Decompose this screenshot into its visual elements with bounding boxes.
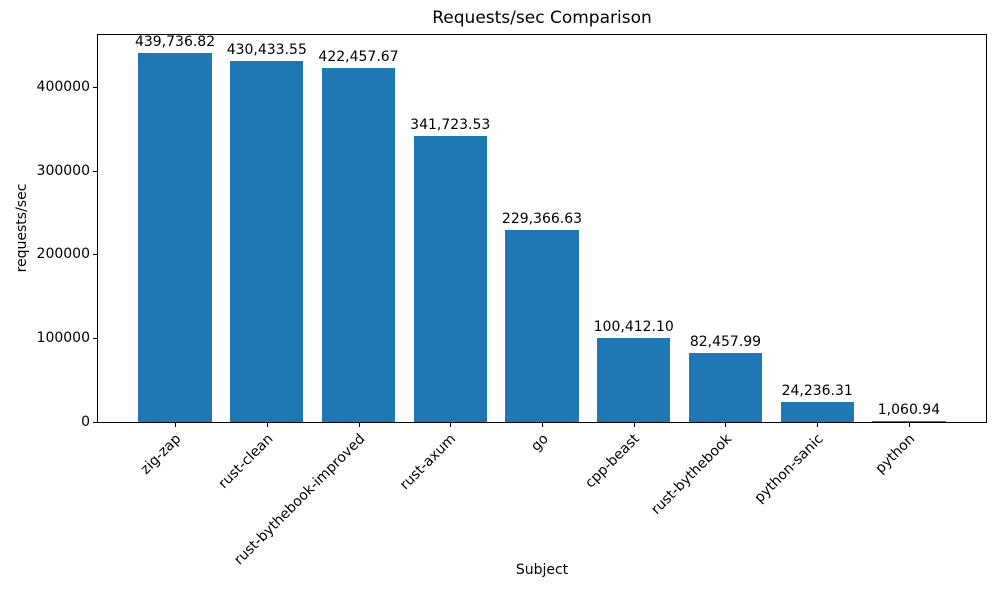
bar-python (872, 421, 946, 422)
bar-value-label: 24,236.31 (781, 382, 853, 399)
x-tick-mark (817, 423, 819, 427)
bar-value-label: 422,457.67 (318, 48, 399, 65)
bar-value-label: 229,366.63 (501, 210, 583, 227)
bar-python-sanic (780, 401, 854, 422)
x-tick-label: rust-axum (397, 431, 460, 494)
bar-go (505, 229, 579, 422)
x-tick-mark (725, 423, 727, 427)
x-tick-label: python-sanic (751, 431, 827, 507)
bar-value-label: 430,433.55 (226, 42, 307, 59)
y-tick-mark (93, 170, 97, 172)
bar-value-label: 100,412.10 (593, 318, 674, 335)
x-tick-label: rust-bythebook (648, 431, 735, 518)
y-tick-label: 200000 (36, 246, 90, 263)
x-tick-label: rust-clean (215, 431, 277, 492)
bar-rust-axum (413, 135, 487, 422)
y-tick-label: 0 (81, 414, 90, 430)
x-tick-mark (633, 423, 635, 427)
x-tick-label: python (872, 431, 919, 477)
plot-area: 439,736.82 430,433.55 422,457.67 341,723.53… (97, 34, 987, 423)
x-tick-label: cpp-beast (582, 431, 644, 492)
x-tick-mark (542, 423, 543, 427)
bar-cpp-beast (597, 337, 671, 422)
y-tick-label: 400000 (36, 78, 90, 95)
x-tick-mark (450, 423, 452, 427)
y-tick-label: 100000 (36, 330, 90, 347)
y-tick-mark (93, 254, 97, 256)
y-tick-mark (93, 86, 97, 88)
bar-value-label: 341,723.53 (410, 116, 491, 133)
bar-rust-bythebook (688, 352, 763, 422)
bar-rust-clean (230, 61, 304, 422)
y-tick-label: 300000 (36, 162, 90, 179)
bar-value-label: 439,736.82 (134, 34, 216, 51)
bar-value-label: 82,457.99 (689, 333, 762, 350)
y-tick-mark (93, 422, 97, 423)
bar-zig-zap (138, 53, 212, 422)
x-tick-mark (908, 423, 910, 427)
y-axis-label: requests/sec (14, 183, 30, 273)
y-tick-mark (93, 338, 97, 340)
bar-rust-bythebook-improved (321, 67, 396, 422)
x-axis-label: Subject (515, 562, 569, 578)
x-tick-label: zig-zap (137, 431, 185, 478)
x-tick-mark (175, 423, 177, 427)
x-tick-mark (266, 423, 268, 427)
chart-title: Requests/sec Comparison (432, 8, 652, 28)
x-tick-label: go (527, 431, 552, 455)
bar-value-label: 1,060.94 (877, 402, 941, 419)
bars-layer: 439,736.82 430,433.55 422,457.67 341,723.53… (98, 34, 986, 422)
x-tick-mark (358, 423, 360, 427)
